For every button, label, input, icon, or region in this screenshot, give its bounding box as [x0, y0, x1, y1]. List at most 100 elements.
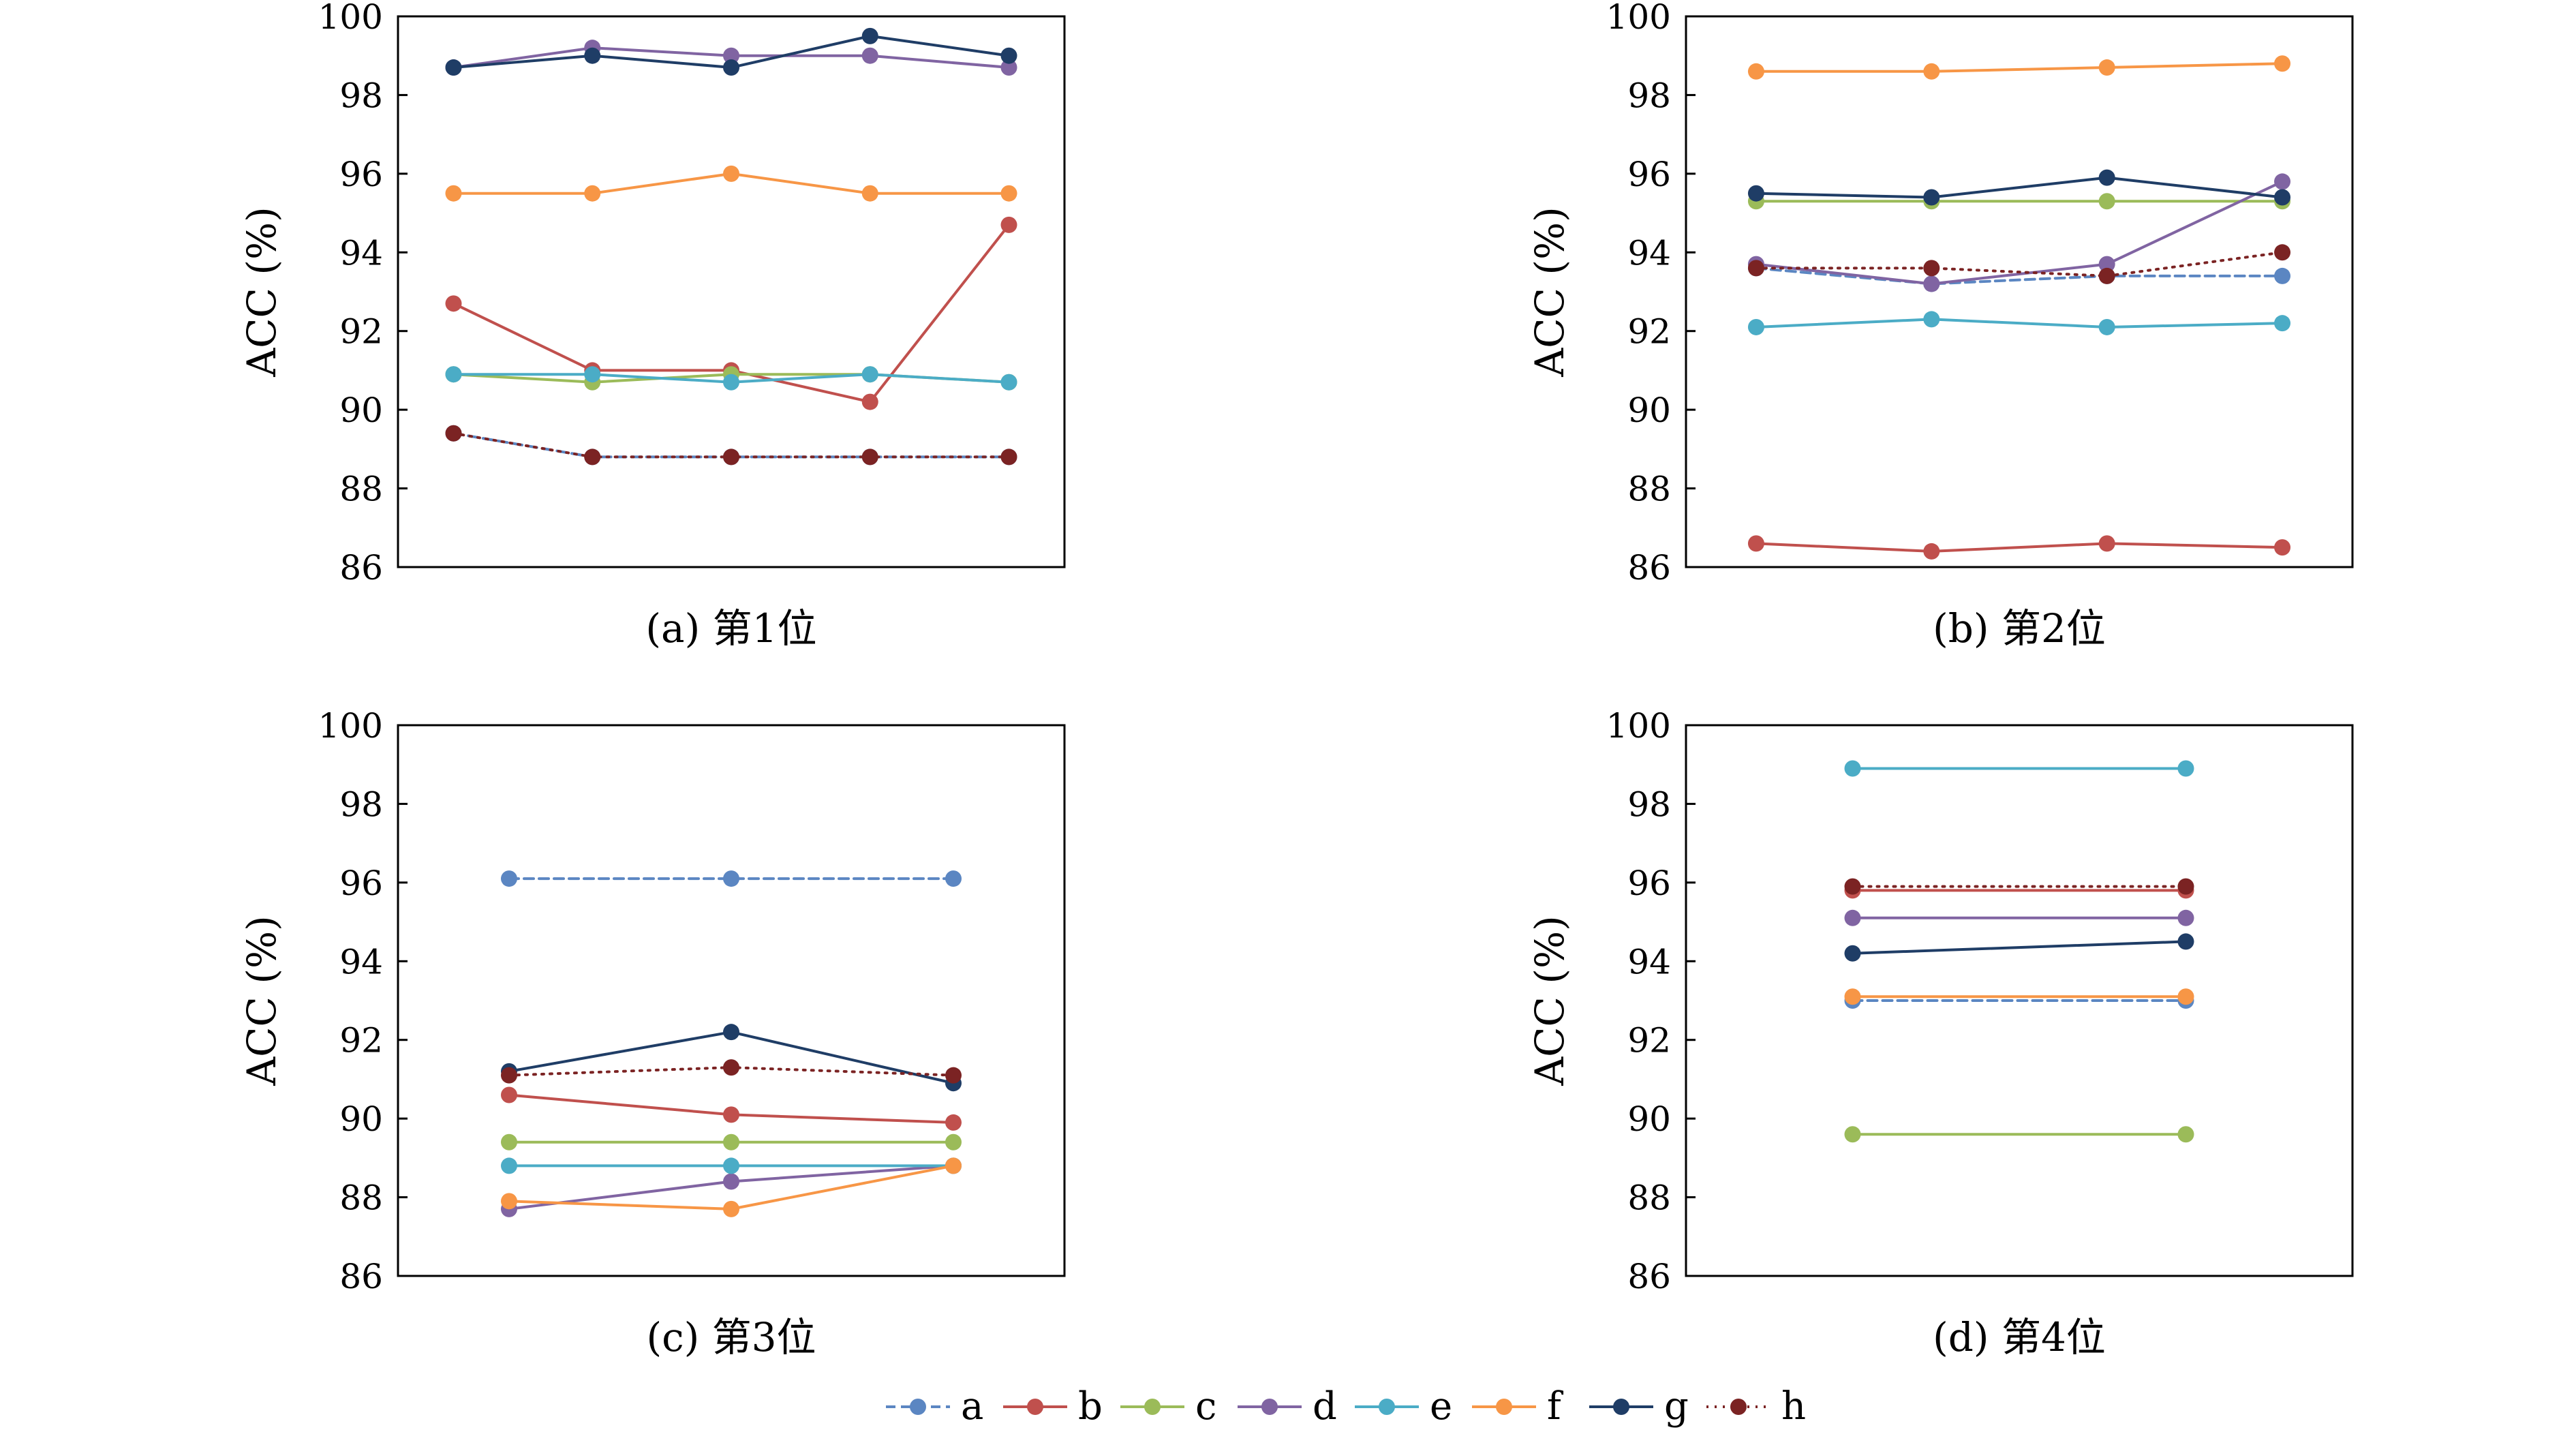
- legend-item-e: e: [1355, 1384, 1452, 1429]
- data-point-f: [584, 185, 601, 202]
- data-point-e: [501, 1157, 517, 1174]
- legend-label: a: [961, 1384, 983, 1429]
- data-point-c: [723, 1133, 739, 1151]
- y-axis-label: ACC (%): [1527, 915, 1573, 1086]
- y-tick-label: 92: [339, 1021, 383, 1061]
- series-f: [1844, 988, 2194, 1005]
- legend-label: h: [1781, 1384, 1806, 1429]
- data-point-g: [2177, 933, 2194, 950]
- legend-swatch-marker: [910, 1399, 926, 1415]
- data-point-f: [2098, 59, 2115, 76]
- legend-item-d: d: [1238, 1384, 1337, 1429]
- data-point-a: [501, 870, 517, 887]
- y-tick-label: 90: [339, 391, 383, 430]
- panels: 86 88 90 92 94 96 98 100 ACC (%) (a) 第1位 86 88 90 92 9…: [239, 0, 2354, 1360]
- series-h: [501, 1059, 962, 1084]
- data-point-e: [1923, 311, 1940, 328]
- data-point-e: [723, 374, 739, 391]
- series-c: [1844, 1126, 2194, 1143]
- data-point-f: [1747, 63, 1764, 80]
- data-point-h: [945, 1067, 962, 1084]
- y-tick-label: 86: [1627, 1257, 1671, 1296]
- y-tick-label: 94: [339, 942, 383, 981]
- legend-swatch-marker: [1144, 1399, 1161, 1415]
- y-tick-label: 94: [1627, 233, 1671, 273]
- data-point-f: [501, 1193, 517, 1210]
- panel-1: 86 88 90 92 94 96 98 100 ACC (%) (a) 第1位: [239, 0, 1066, 652]
- legend-swatch-marker: [1613, 1399, 1629, 1415]
- legend-swatch-marker: [1496, 1399, 1512, 1415]
- y-tick-label: 98: [1627, 784, 1671, 824]
- panel-caption: (d) 第4位: [1933, 1314, 2106, 1360]
- data-point-d: [1844, 909, 1861, 926]
- legend-label: d: [1313, 1384, 1337, 1429]
- data-point-e: [2177, 760, 2194, 777]
- data-point-d: [2274, 173, 2291, 190]
- data-point-f: [723, 165, 739, 182]
- data-point-h: [2098, 267, 2115, 284]
- data-point-d: [723, 47, 739, 64]
- data-point-a: [2274, 267, 2291, 284]
- data-point-g: [2098, 169, 2115, 186]
- y-tick-label: 92: [339, 312, 383, 352]
- y-tick-label: 94: [339, 233, 383, 273]
- data-point-g: [584, 47, 601, 64]
- data-point-g: [723, 59, 739, 76]
- data-point-b: [445, 295, 462, 312]
- y-tick-label: 98: [1627, 76, 1671, 115]
- data-point-h: [1923, 260, 1940, 277]
- panel-caption: (b) 第2位: [1933, 605, 2106, 652]
- data-point-e: [584, 366, 601, 383]
- data-point-g: [1844, 945, 1861, 962]
- data-point-d: [2177, 909, 2194, 926]
- data-point-h: [501, 1067, 517, 1084]
- series-line-f: [1754, 62, 2284, 73]
- data-point-b: [1747, 535, 1764, 552]
- plot-frame: [397, 15, 1066, 568]
- series-g: [445, 27, 1017, 76]
- legend-item-b: b: [1003, 1384, 1103, 1429]
- data-point-c: [2098, 193, 2115, 210]
- series-line-g: [1851, 940, 2188, 955]
- data-point-c: [2177, 1126, 2194, 1143]
- data-point-g: [723, 1024, 739, 1041]
- data-point-h: [445, 425, 462, 442]
- data-point-g: [2274, 189, 2291, 206]
- legend-swatch-marker: [1379, 1399, 1395, 1415]
- panel-caption: (a) 第1位: [645, 605, 816, 652]
- legend-item-a: a: [886, 1384, 983, 1429]
- data-point-d: [2098, 256, 2115, 273]
- y-tick-label: 98: [339, 784, 383, 824]
- data-point-f: [945, 1157, 962, 1174]
- series-d: [1844, 909, 2194, 926]
- panel-caption: (c) 第3位: [646, 1314, 816, 1360]
- data-point-b: [501, 1086, 517, 1103]
- data-point-h: [584, 448, 601, 466]
- series-e: [445, 366, 1017, 391]
- y-tick-label: 100: [318, 706, 383, 746]
- data-point-f: [445, 185, 462, 202]
- series-f: [445, 165, 1017, 202]
- legend-label: g: [1664, 1384, 1689, 1429]
- y-tick-label: 100: [1606, 0, 1671, 37]
- legend-item-g: g: [1589, 1384, 1689, 1429]
- data-point-f: [723, 1200, 739, 1217]
- data-point-d: [861, 47, 878, 64]
- data-point-b: [1923, 543, 1940, 560]
- data-point-d: [1923, 275, 1940, 292]
- y-axis-label: ACC (%): [1527, 207, 1573, 377]
- data-point-b: [1000, 216, 1017, 233]
- y-tick-label: 88: [1627, 1178, 1671, 1218]
- y-tick-label: 88: [1627, 470, 1671, 509]
- y-tick-label: 96: [1627, 864, 1671, 903]
- series-h: [1747, 244, 2291, 284]
- y-tick-label: 100: [1606, 706, 1671, 746]
- data-point-g: [445, 59, 462, 76]
- data-point-f: [1000, 185, 1017, 202]
- data-point-e: [861, 366, 878, 383]
- series-f: [1747, 55, 2291, 80]
- series-c: [501, 1133, 962, 1151]
- y-tick-label: 88: [339, 470, 383, 509]
- plot-frame: [1685, 15, 2354, 568]
